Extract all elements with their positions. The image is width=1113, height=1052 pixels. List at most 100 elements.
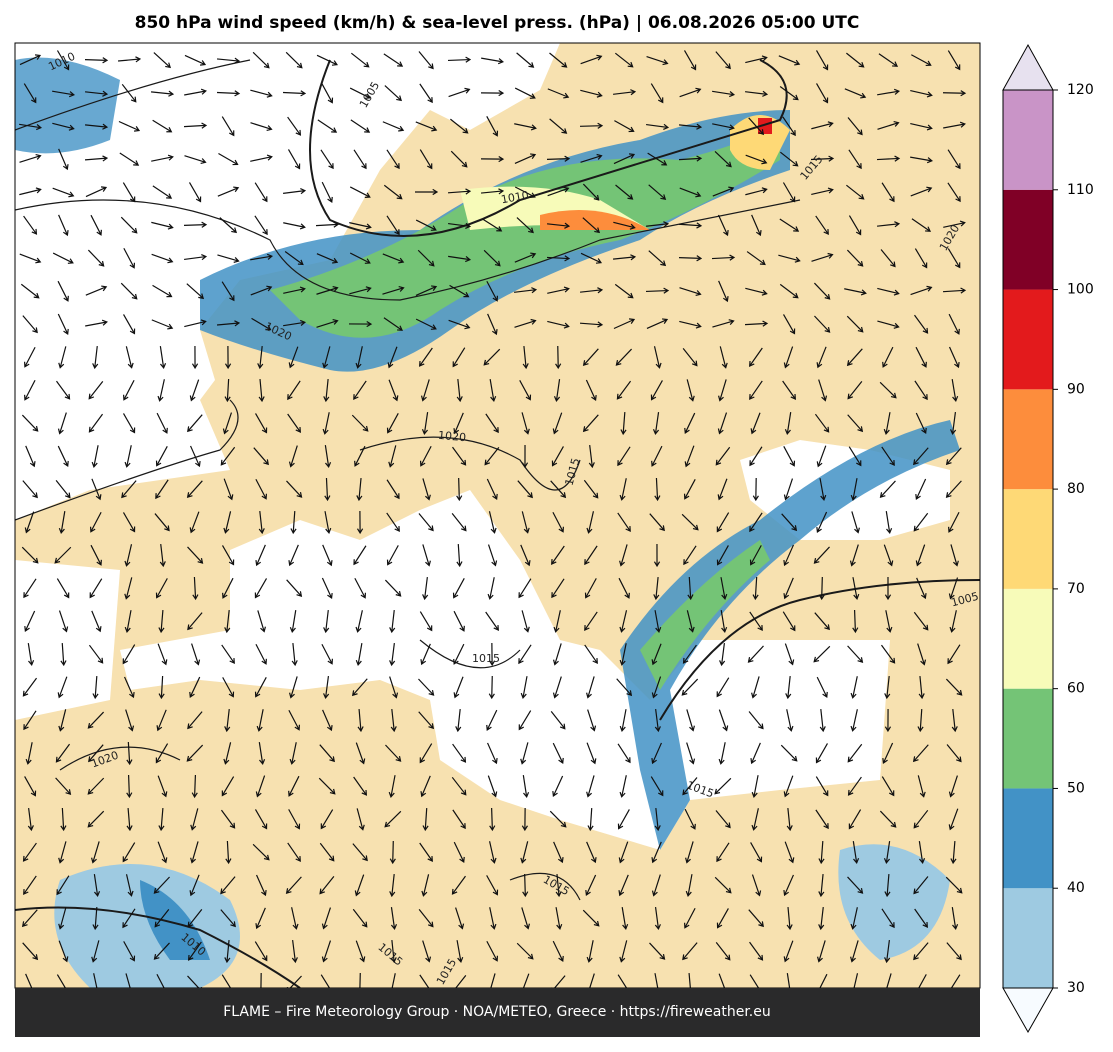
wind-arrow bbox=[456, 378, 463, 403]
wind-arrow bbox=[152, 284, 173, 298]
wind-arrow bbox=[852, 841, 860, 865]
wind-arrow bbox=[681, 513, 699, 531]
contour-label: 1020 bbox=[438, 429, 467, 444]
wind-arrow bbox=[23, 875, 37, 895]
wind-arrow bbox=[945, 447, 962, 466]
wind-arrow bbox=[288, 346, 299, 369]
colorbar-tick-label: 80 bbox=[1067, 481, 1085, 497]
wind-arrow bbox=[853, 973, 859, 988]
wind-arrow bbox=[152, 185, 173, 199]
wind-arrow bbox=[751, 676, 760, 699]
wind-arrow bbox=[648, 250, 667, 267]
wind-arrow bbox=[654, 973, 659, 988]
wind-arrow bbox=[153, 942, 170, 960]
wind-arrow bbox=[252, 843, 270, 861]
wind-arrow bbox=[126, 774, 133, 799]
wind-arrow bbox=[686, 742, 696, 765]
wind-arrow bbox=[91, 940, 100, 963]
wind-arrow bbox=[745, 55, 768, 64]
wind-arrow bbox=[453, 643, 465, 665]
wind-arrow bbox=[253, 447, 269, 466]
wind-arrow bbox=[190, 808, 199, 831]
wind-arrow bbox=[419, 83, 433, 104]
wind-arrow bbox=[618, 577, 630, 599]
wind-arrow bbox=[651, 676, 662, 699]
middle-east-band bbox=[838, 844, 950, 960]
wind-arrow bbox=[881, 446, 895, 467]
wind-arrow bbox=[885, 511, 893, 535]
wind-arrow bbox=[323, 676, 330, 700]
wind-arrow bbox=[157, 379, 165, 402]
wind-arrow bbox=[288, 445, 298, 468]
wind-arrow bbox=[945, 876, 963, 894]
colorbar-tick-label: 90 bbox=[1067, 381, 1085, 397]
wind-arrow bbox=[685, 874, 693, 897]
wind-arrow bbox=[850, 478, 858, 501]
wind-arrow bbox=[221, 281, 235, 302]
wind-arrow bbox=[354, 445, 366, 467]
wind-arrow bbox=[552, 643, 562, 666]
wind-arrow bbox=[514, 123, 537, 131]
wind-arrow bbox=[191, 345, 199, 370]
wind-arrow bbox=[151, 221, 174, 230]
wind-arrow bbox=[57, 280, 69, 302]
wind-arrow bbox=[552, 676, 562, 699]
wind-arrow bbox=[911, 54, 932, 67]
wind-arrow bbox=[415, 318, 437, 330]
wind-arrow bbox=[289, 610, 297, 634]
wind-arrow bbox=[651, 742, 662, 765]
wind-arrow bbox=[58, 148, 69, 171]
wind-arrow bbox=[682, 777, 698, 796]
wind-arrow bbox=[480, 89, 505, 97]
wind-arrow bbox=[350, 52, 370, 68]
wind-arrow bbox=[24, 610, 36, 633]
wind-arrow bbox=[619, 478, 627, 501]
wind-arrow bbox=[580, 54, 603, 65]
wind-arrow bbox=[651, 445, 663, 467]
wind-arrow bbox=[850, 940, 859, 963]
wind-arrow bbox=[58, 709, 67, 732]
wind-arrow bbox=[154, 513, 170, 532]
wind-arrow bbox=[582, 183, 600, 201]
contour-label: 1010 bbox=[500, 189, 530, 207]
wind-arrow bbox=[254, 677, 267, 698]
wind-arrow bbox=[718, 379, 727, 402]
wind-arrow bbox=[23, 578, 37, 599]
wind-arrow bbox=[355, 643, 363, 666]
wind-arrow bbox=[456, 543, 463, 568]
wind-arrow bbox=[125, 973, 131, 988]
wind-arrow bbox=[683, 545, 697, 566]
wind-arrow bbox=[349, 252, 371, 264]
wind-arrow bbox=[819, 478, 827, 501]
wind-arrow bbox=[87, 810, 105, 828]
wind-arrow bbox=[947, 644, 961, 665]
wind-arrow bbox=[584, 578, 597, 599]
wind-arrow bbox=[123, 314, 136, 335]
wind-arrow bbox=[19, 253, 42, 264]
wind-arrow bbox=[283, 188, 307, 195]
wind-arrow bbox=[816, 346, 827, 369]
wind-arrow bbox=[24, 776, 37, 797]
wind-arrow bbox=[745, 90, 769, 97]
wind-arrow bbox=[782, 182, 796, 203]
wind-arrow bbox=[913, 876, 929, 895]
wind-arrow bbox=[84, 57, 109, 64]
wind-arrow bbox=[614, 283, 634, 299]
wind-arrow bbox=[850, 709, 858, 732]
wind-arrow bbox=[382, 121, 405, 132]
wind-arrow bbox=[582, 414, 599, 433]
wind-arrow bbox=[22, 315, 38, 334]
wind-arrow bbox=[123, 941, 136, 962]
wind-arrow bbox=[586, 940, 594, 963]
wind-arrow bbox=[750, 842, 763, 863]
wind-arrow bbox=[711, 254, 736, 261]
wind-arrow bbox=[58, 214, 69, 237]
wind-arrows bbox=[19, 50, 967, 988]
wind-arrow bbox=[223, 478, 234, 501]
wind-arrow bbox=[254, 941, 268, 962]
wind-arrow bbox=[386, 479, 400, 500]
wind-arrow bbox=[751, 775, 759, 798]
wind-arrow bbox=[815, 809, 829, 830]
wind-arrow bbox=[684, 445, 695, 468]
